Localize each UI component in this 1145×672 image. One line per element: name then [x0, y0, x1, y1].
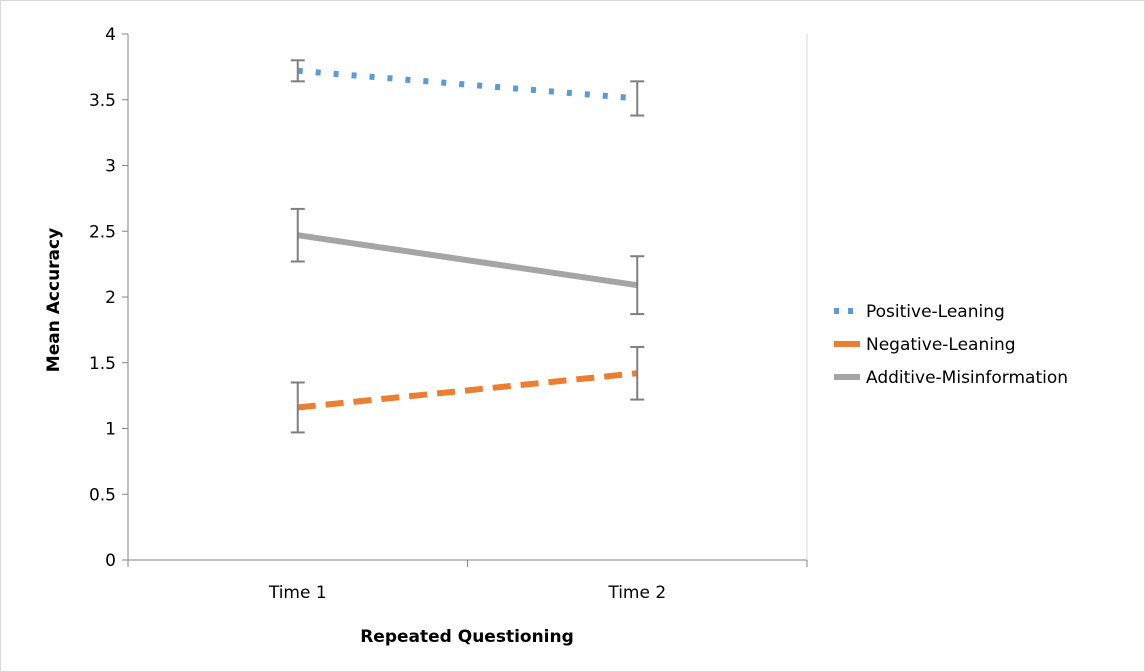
series-layer	[297, 67, 638, 411]
y-tick-label: 3.5	[89, 91, 116, 111]
legend: Positive-Leaning Negative-Leaning Additive…	[834, 302, 1068, 388]
y-tick-label: 2	[105, 288, 116, 308]
legend-label: Additive-Misinformation	[866, 368, 1068, 388]
y-axis-title: Mean Accuracy	[44, 228, 64, 372]
axes: 0 0.5 1 1.5 2 2.5 3 3.5 4 Time 1 Time 2	[89, 25, 808, 603]
x-tick-label: Time 1	[268, 583, 327, 603]
legend-label: Negative-Leaning	[866, 335, 1016, 355]
x-axis-title: Repeated Questioning	[360, 627, 574, 647]
error-bars	[290, 59, 645, 434]
y-tick-label: 0	[105, 551, 116, 571]
series-line-positive-leaning	[297, 67, 638, 102]
series-line-negative-leaning	[297, 370, 638, 411]
y-tick-label: 0.5	[89, 485, 116, 505]
y-tick-label: 3	[105, 157, 116, 177]
y-tick-label: 2.5	[89, 222, 116, 242]
y-tick-label: 4	[105, 25, 116, 45]
x-tick-label: Time 2	[607, 583, 666, 603]
y-tick-label: 1	[105, 420, 116, 440]
legend-label: Positive-Leaning	[866, 302, 1005, 322]
series-line-additive-misinformation	[297, 232, 638, 289]
y-tick-label: 1.5	[89, 354, 116, 374]
